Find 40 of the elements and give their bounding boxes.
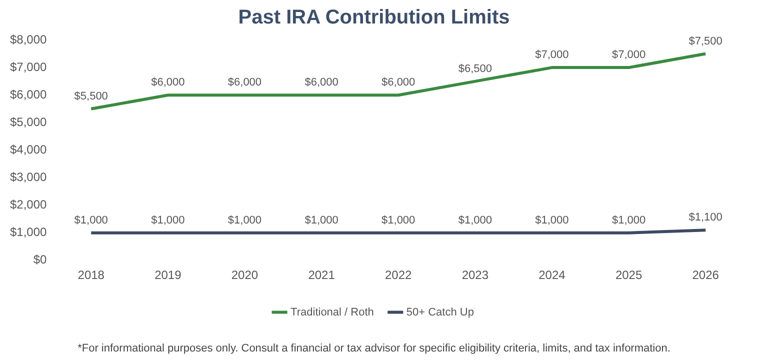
legend-label: Traditional / Roth [290, 306, 374, 318]
data-label: $6,000 [304, 76, 338, 89]
data-label: $1,000 [74, 214, 108, 226]
data-label: $1,000 [612, 214, 646, 226]
x-tick-label: 2023 [462, 268, 489, 282]
y-tick-label: $1,000 [10, 225, 48, 240]
data-label: $7,000 [535, 49, 569, 62]
data-label: $1,000 [228, 214, 262, 226]
data-label: $5,500 [74, 90, 108, 102]
data-label: $6,000 [228, 76, 262, 89]
data-label: $1,000 [151, 214, 185, 226]
x-tick-label: 2018 [78, 268, 105, 282]
x-tick-label: 2019 [154, 268, 182, 282]
data-label: $1,000 [304, 214, 338, 226]
x-tick-label: 2020 [231, 268, 258, 282]
x-tick-label: 2024 [538, 268, 566, 282]
x-tick-label: 2025 [615, 268, 642, 282]
y-tick-label: $8,000 [10, 32, 48, 46]
y-tick-label: $7,000 [10, 60, 48, 74]
data-label: $6,500 [458, 62, 492, 75]
y-tick-label: $2,000 [10, 198, 48, 212]
data-label: $7,000 [612, 49, 646, 62]
x-tick-label: 2021 [308, 268, 336, 282]
y-tick-label: $3,000 [10, 170, 48, 184]
x-tick-label: 2026 [692, 268, 720, 282]
legend-label: 50+ Catch Up [406, 306, 474, 318]
data-label: $1,000 [458, 214, 492, 226]
data-label: $6,000 [382, 76, 416, 89]
data-label: $1,100 [688, 212, 722, 224]
y-tick-label: $4,000 [10, 142, 48, 157]
data-label: $1,000 [382, 214, 416, 226]
data-label: $6,000 [151, 76, 185, 89]
y-tick-label: $6,000 [10, 87, 48, 102]
y-tick-label: $0 [33, 252, 48, 267]
y-tick-label: $5,000 [10, 114, 48, 129]
data-label: $7,500 [688, 35, 722, 48]
data-label: $1,000 [535, 214, 569, 226]
x-tick-label: 2022 [385, 268, 412, 282]
text: *For informational purposes only. Consult a financial or tax advisor for specific eligibility criteria, limits, and tax information. [78, 342, 670, 354]
chart-title: Past IRA Contribution Limits [238, 6, 510, 29]
